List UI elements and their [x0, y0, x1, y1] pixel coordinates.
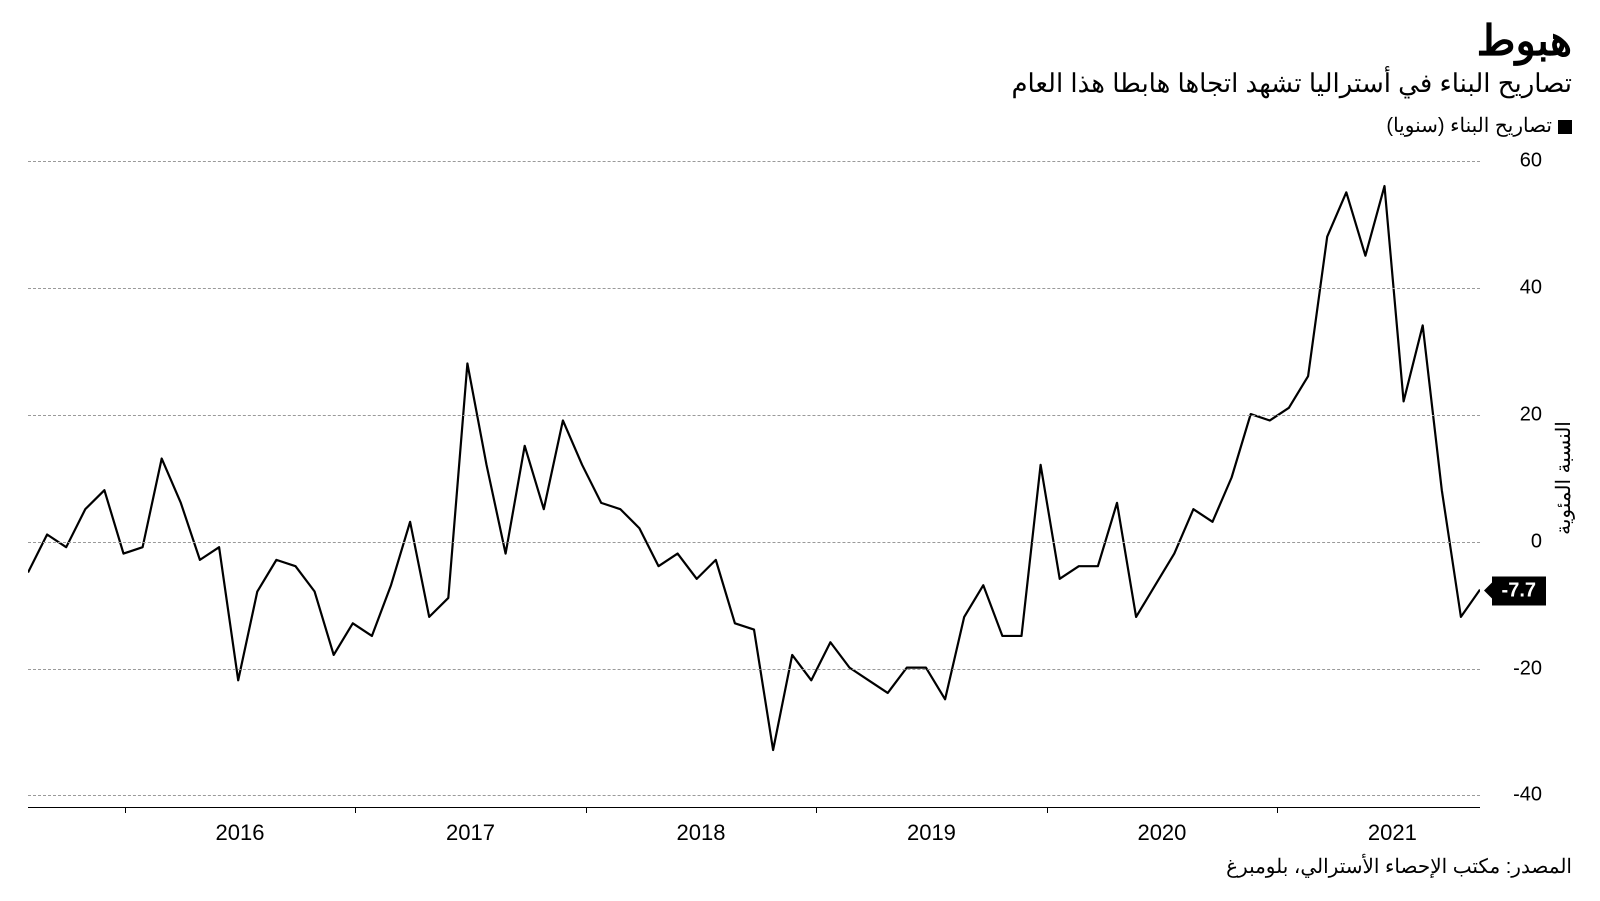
y-tick-label: 20	[1520, 403, 1542, 426]
x-tick-label: 2020	[1137, 820, 1186, 846]
gridline	[28, 542, 1480, 543]
chart-title: هبوط	[28, 18, 1572, 64]
chart-subtitle: تصاريح البناء في أستراليا تشهد اتجاها ها…	[28, 68, 1572, 99]
gridline	[28, 288, 1480, 289]
chart-row: النسبة المئوية -40-200204060 -7.7 201620…	[28, 148, 1572, 808]
gridline	[28, 415, 1480, 416]
gridline	[28, 669, 1480, 670]
plot-area: -7.7	[28, 148, 1480, 808]
gridline	[28, 161, 1480, 162]
y-tick-label: -20	[1513, 657, 1542, 680]
gridline	[28, 795, 1480, 796]
y-tick-label: 0	[1531, 530, 1542, 553]
x-axis-labels: 2016 2017 2018 2019 2020 2021	[28, 808, 1480, 848]
last-value-badge: -7.7	[1492, 576, 1546, 605]
legend: تصاريح البناء (سنويا)	[28, 113, 1572, 138]
legend-label: تصاريح البناء (سنويا)	[1386, 115, 1552, 137]
y-tick-label: 40	[1520, 276, 1542, 299]
x-tick-label: 2017	[446, 820, 495, 846]
x-tick-label: 2019	[907, 820, 956, 846]
y-tick-label: -40	[1513, 784, 1542, 807]
series-path	[28, 186, 1480, 750]
line-series	[28, 148, 1480, 807]
y-axis-title: النسبة المئوية	[1552, 421, 1576, 535]
y-axis-labels: -40 -20 0 20 40 60	[1488, 148, 1542, 808]
x-tick-label: 2016	[216, 820, 265, 846]
x-tick-label: 2018	[677, 820, 726, 846]
y-tick-label: 60	[1520, 149, 1542, 172]
x-tick-label: 2021	[1368, 820, 1417, 846]
source-text: المصدر: مكتب الإحصاء الأسترالي، بلومبرغ	[28, 854, 1572, 879]
legend-swatch	[1558, 120, 1572, 134]
chart-container: هبوط تصاريح البناء في أستراليا تشهد اتجا…	[0, 0, 1600, 901]
